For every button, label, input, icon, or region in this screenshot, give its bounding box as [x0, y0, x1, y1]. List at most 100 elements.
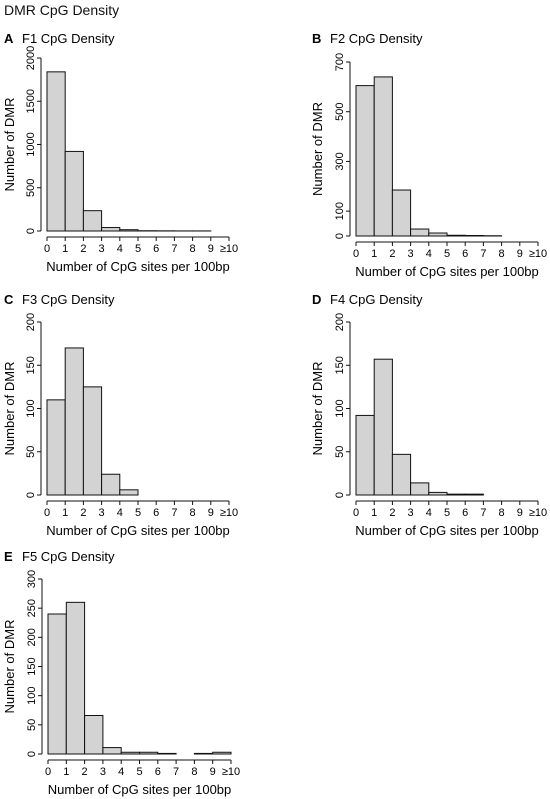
- y-tick-label: 150: [334, 356, 346, 374]
- x-tick-label: 1: [62, 243, 68, 255]
- y-axis-label: Number of DMR: [2, 98, 17, 192]
- y-tick-label: 150: [26, 657, 38, 675]
- x-tick-label: ≥10: [222, 766, 240, 778]
- y-axis-label: Number of DMR: [310, 102, 325, 196]
- chart-title: F4 CpG Density: [330, 292, 423, 307]
- x-tick-label: 6: [155, 766, 161, 778]
- x-tick-label: 5: [135, 243, 141, 255]
- x-tick-label: 9: [208, 507, 214, 519]
- histogram-bar: [429, 492, 447, 495]
- x-tick-label: 5: [136, 766, 142, 778]
- histogram-bar: [194, 753, 212, 754]
- histogram-bar: [213, 752, 231, 754]
- bars: [356, 77, 502, 236]
- histogram-bar: [83, 387, 101, 495]
- y-tick-label: 50: [334, 446, 346, 458]
- x-axis-label: Number of CpG sites per 100bp: [46, 259, 230, 274]
- x-tick-label: 5: [135, 507, 141, 519]
- histogram-bar: [120, 230, 138, 231]
- bars: [47, 348, 138, 495]
- x-axis-label: Number of CpG sites per 100bp: [355, 264, 539, 279]
- y-tick-label: 100: [25, 399, 37, 417]
- panel-letter: D: [312, 292, 321, 307]
- histogram-bar: [429, 233, 447, 236]
- y-tick-label: 1500: [25, 89, 37, 113]
- x-tick-label: 1: [63, 766, 69, 778]
- x-tick-label: 8: [191, 766, 197, 778]
- bars: [48, 602, 231, 754]
- y-tick-label: 0: [25, 228, 37, 234]
- x-tick-label: 7: [480, 248, 486, 260]
- histogram-bar: [65, 348, 83, 495]
- x-tick-label: 3: [99, 507, 105, 519]
- chart-title: F3 CpG Density: [22, 292, 115, 307]
- x-tick-label: 4: [426, 507, 432, 519]
- histogram-bar: [48, 614, 66, 754]
- y-tick-label: 250: [26, 599, 38, 617]
- y-tick-label: 0: [26, 751, 38, 757]
- chart-title: F1 CpG Density: [22, 31, 115, 46]
- histogram-bar: [120, 490, 138, 495]
- bars: [47, 72, 211, 231]
- y-tick-label: 200: [334, 313, 346, 331]
- x-tick-label: 3: [408, 507, 414, 519]
- chart-title: F2 CpG Density: [330, 31, 423, 46]
- y-tick-label: 100: [334, 399, 346, 417]
- histogram-bar: [85, 716, 103, 755]
- x-tick-label: 9: [210, 766, 216, 778]
- histogram-bar: [140, 752, 158, 754]
- x-tick-label: ≥10: [529, 507, 547, 519]
- x-tick-label: 8: [190, 243, 196, 255]
- histogram-bar: [392, 454, 410, 495]
- x-tick-label: 4: [117, 243, 123, 255]
- y-tick-label: 150: [25, 356, 37, 374]
- x-tick-label: 0: [44, 243, 50, 255]
- x-tick-label: 6: [462, 507, 468, 519]
- x-tick-label: 8: [499, 507, 505, 519]
- chart-title: F5 CpG Density: [22, 549, 115, 564]
- x-tick-label: 6: [462, 248, 468, 260]
- histogram-bar: [66, 602, 84, 754]
- x-tick-label: 2: [80, 243, 86, 255]
- y-tick-label: 200: [25, 313, 37, 331]
- histogram-bar: [103, 748, 121, 754]
- x-tick-label: 4: [117, 507, 123, 519]
- x-tick-label: 3: [100, 766, 106, 778]
- x-tick-label: 9: [208, 243, 214, 255]
- x-tick-label: 0: [45, 766, 51, 778]
- x-tick-label: 0: [353, 248, 359, 260]
- x-tick-label: 6: [153, 507, 159, 519]
- x-tick-label: 0: [353, 507, 359, 519]
- y-tick-label: 0: [25, 492, 37, 498]
- x-tick-label: 3: [99, 243, 105, 255]
- y-tick-label: 300: [26, 570, 38, 588]
- x-tick-label: 3: [408, 248, 414, 260]
- histogram-bar: [356, 415, 374, 495]
- histogram-bar: [47, 72, 65, 231]
- page-title: DMR CpG Density: [4, 2, 119, 18]
- panel-letter: B: [312, 31, 321, 46]
- y-tick-label: 100: [26, 686, 38, 704]
- histogram-bar: [447, 494, 465, 495]
- x-tick-label: ≥10: [220, 243, 238, 255]
- histogram-bar: [121, 752, 139, 754]
- histogram-bar: [447, 235, 465, 236]
- y-tick-label: 700: [334, 53, 346, 71]
- x-tick-label: 7: [171, 243, 177, 255]
- x-tick-label: 8: [499, 248, 505, 260]
- x-tick-label: 0: [44, 507, 50, 519]
- x-tick-label: 7: [173, 766, 179, 778]
- x-tick-label: 2: [80, 507, 86, 519]
- histogram-bar: [47, 400, 65, 495]
- x-tick-label: 7: [480, 507, 486, 519]
- x-tick-label: 1: [62, 507, 68, 519]
- x-tick-label: 1: [371, 507, 377, 519]
- panel-letter: A: [4, 31, 14, 46]
